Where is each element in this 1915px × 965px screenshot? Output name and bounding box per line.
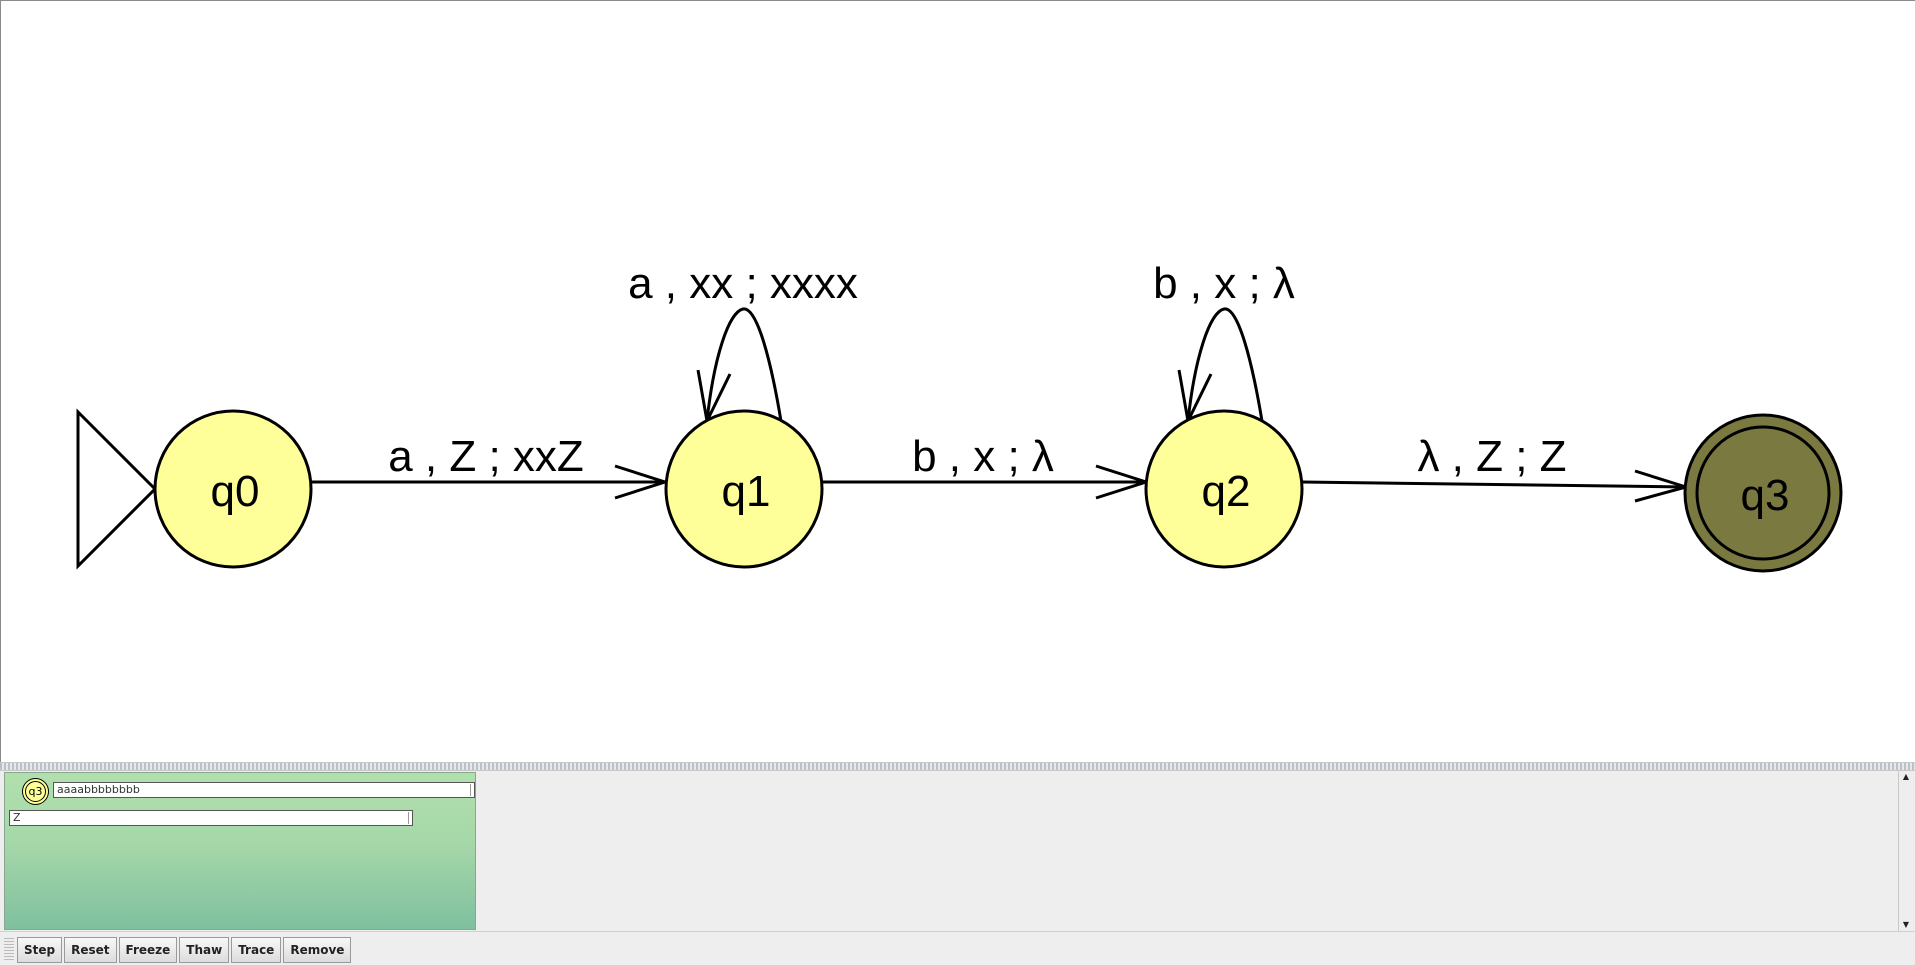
toolbar-buttons: Step Reset Freeze Thaw Trace Remove	[17, 937, 352, 963]
remaining-input-value: aaaabbbbbbbb	[57, 783, 140, 796]
state-q3[interactable]: q3	[1683, 413, 1843, 573]
stack-value: Z	[13, 811, 21, 824]
thaw-button[interactable]: Thaw	[179, 937, 230, 963]
simulation-panel: q3 aaaabbbbbbbb Z ▲ ▼	[0, 771, 1915, 931]
trace-button[interactable]: Trace	[231, 937, 282, 963]
initial-state-marker	[76, 408, 158, 570]
state-q0-label: q0	[211, 467, 260, 516]
scroll-down-icon[interactable]: ▼	[1902, 920, 1910, 929]
transition-q1-q2-label: b , x ; λ	[912, 432, 1054, 481]
remove-button[interactable]: Remove	[283, 937, 352, 963]
transition-q1-loop-label: a , xx ; xxxx	[628, 259, 858, 308]
current-state-badge: q3	[22, 778, 49, 805]
configuration-card[interactable]: q3 aaaabbbbbbbb Z	[4, 772, 476, 930]
state-q1-label: q1	[722, 467, 771, 516]
stack-field: Z	[9, 810, 413, 826]
current-state-label: q3	[28, 785, 43, 798]
automaton-diagram: q0 q1 q2 q3 a , Z ; xxZ a , xx ; xxxx b …	[76, 259, 1843, 573]
automaton-canvas[interactable]: q0 q1 q2 q3 a , Z ; xxZ a , xx ; xxxx b …	[0, 0, 1915, 764]
remaining-input-field: aaaabbbbbbbb	[53, 782, 475, 798]
transition-q0-q1-label: a , Z ; xxZ	[388, 432, 584, 481]
transition-q2-loop-label: b , x ; λ	[1153, 259, 1295, 308]
reset-button[interactable]: Reset	[64, 937, 117, 963]
transition-q2-loop[interactable]	[1186, 307, 1264, 422]
transition-q2-q3-label: λ , Z ; Z	[1417, 432, 1566, 481]
step-button[interactable]: Step	[17, 937, 63, 963]
state-q2[interactable]: q2	[1144, 409, 1304, 569]
vertical-scrollbar[interactable]: ▲ ▼	[1898, 771, 1913, 931]
state-q2-label: q2	[1202, 467, 1251, 516]
freeze-button[interactable]: Freeze	[118, 937, 178, 963]
simulation-toolbar: Step Reset Freeze Thaw Trace Remove	[0, 931, 1915, 965]
state-q0[interactable]: q0	[153, 409, 313, 569]
split-pane-divider[interactable]	[0, 762, 1915, 771]
scroll-up-icon[interactable]: ▲	[1902, 772, 1910, 781]
toolbar-grip-icon[interactable]	[4, 938, 14, 960]
state-q3-label: q3	[1741, 471, 1790, 520]
transition-q1-loop[interactable]	[705, 307, 783, 422]
transition-q2-q3-line[interactable]	[1301, 480, 1687, 489]
state-q1[interactable]: q1	[664, 409, 824, 569]
